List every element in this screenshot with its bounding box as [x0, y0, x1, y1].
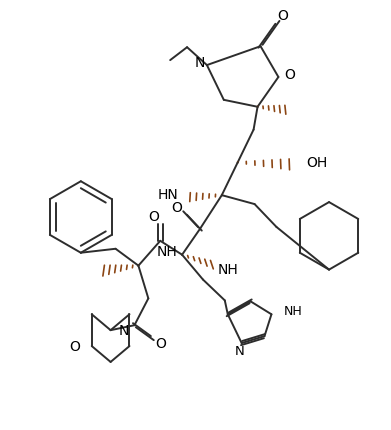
- Text: NH: NH: [157, 244, 178, 258]
- Text: NH: NH: [218, 262, 239, 276]
- Text: N: N: [118, 323, 129, 338]
- Text: N: N: [235, 344, 244, 357]
- Text: NH: NH: [283, 304, 302, 317]
- Text: O: O: [155, 336, 166, 350]
- Text: OH: OH: [306, 156, 327, 170]
- Text: O: O: [148, 209, 159, 224]
- Text: O: O: [284, 68, 295, 82]
- Text: O: O: [172, 200, 183, 215]
- Text: O: O: [277, 9, 288, 23]
- Text: N: N: [195, 56, 205, 70]
- Text: HN: HN: [157, 188, 178, 202]
- Text: O: O: [69, 339, 80, 353]
